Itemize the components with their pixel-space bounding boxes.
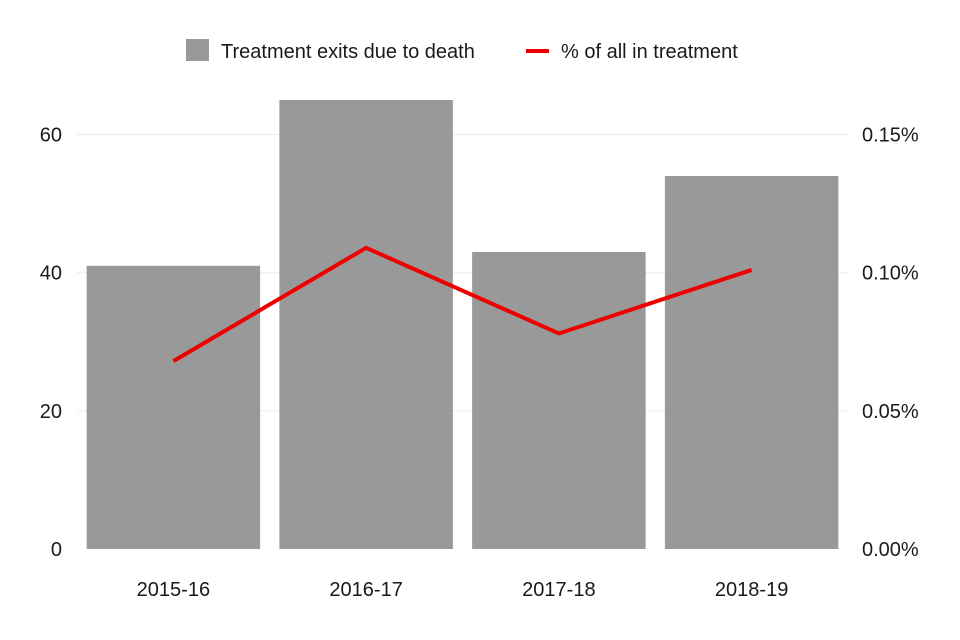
legend-bar-label: Treatment exits due to death: [221, 41, 475, 63]
bar-2017-18: [472, 251, 646, 549]
bar-2015-16: [86, 265, 261, 549]
legend: Treatment exits due to death % of all in…: [186, 39, 738, 63]
left-tick-label: 0: [51, 539, 62, 561]
percent-series-line: [172, 245, 753, 363]
right-tick-label: 0.10%: [862, 263, 919, 285]
left-tick-label: 40: [40, 263, 62, 285]
legend-bar-swatch: [186, 39, 209, 61]
bar-2016-17: [279, 100, 453, 549]
x-tick-label: 2015-16: [137, 579, 210, 601]
x-tick-label: 2018-19: [715, 579, 788, 601]
right-tick-label: 0.05%: [862, 401, 919, 423]
left-tick-label: 60: [40, 125, 62, 147]
legend-line-label: % of all in treatment: [561, 41, 738, 63]
bar-2018-19: [664, 175, 839, 549]
bars: [86, 100, 839, 549]
right-tick-label: 0.15%: [862, 125, 919, 147]
right-axis: 0.00% 0.05% 0.10% 0.15%: [862, 125, 919, 561]
x-axis: 2015-16 2016-17 2017-18 2018-19: [137, 579, 789, 601]
left-tick-label: 20: [40, 401, 62, 423]
right-tick-label: 0.00%: [862, 539, 919, 561]
x-tick-label: 2017-18: [522, 579, 595, 601]
percent-line: [172, 245, 753, 363]
x-tick-label: 2016-17: [329, 579, 402, 601]
left-axis: 0 20 40 60: [40, 125, 62, 561]
